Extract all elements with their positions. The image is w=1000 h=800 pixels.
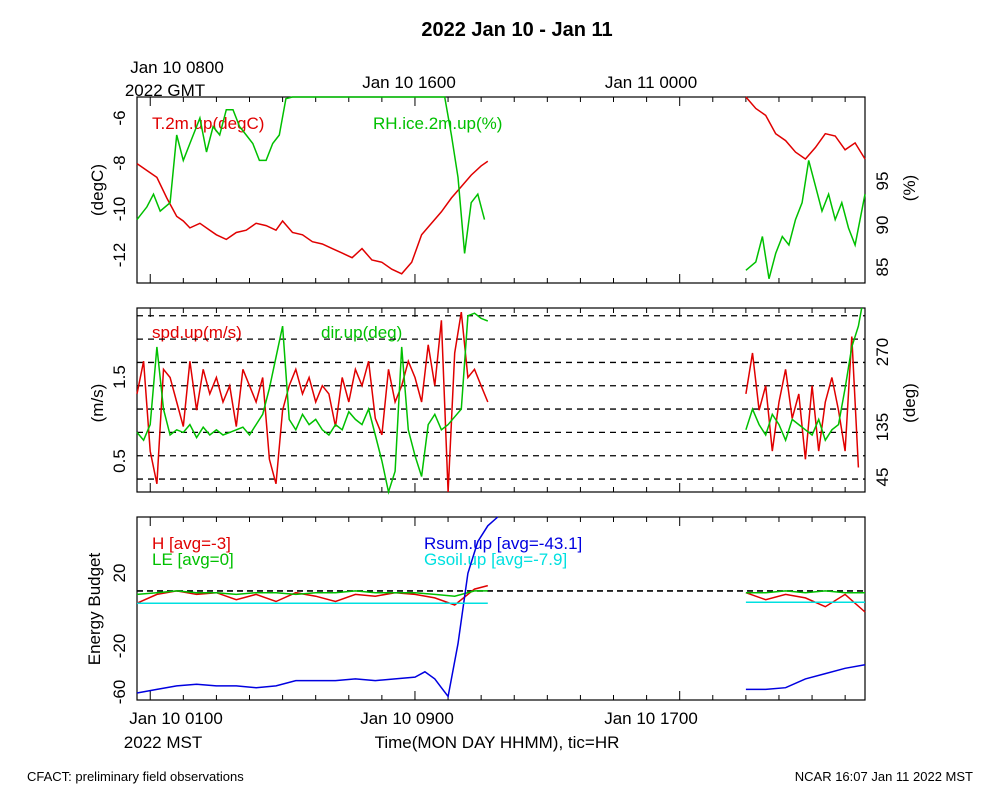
series-0-0-segment-0 [136,160,489,275]
ytick-right-1-0: 95 [873,172,892,191]
ytick-left-3-2: -60 [110,680,129,705]
legend-3-1: LE [avg=0] [152,550,234,569]
series-2-1-segment-0 [136,590,488,597]
ylabel-left-2: (m/s) [88,384,107,423]
legend-2-1: dir.up(deg) [321,323,402,342]
series-0-0-segment-1 [745,96,866,161]
chart-title: 2022 Jan 10 - Jan 11 [421,19,612,41]
footer-left: CFACT: preliminary field observations [27,769,244,784]
series-2-0-segment-0 [136,584,488,606]
ytick-left-1-2: -10 [110,197,129,222]
legend-2-0: spd.up(m/s) [152,323,242,342]
legend-3-3: Gsoil.up [avg=-7.9] [424,550,567,569]
series-1-1-segment-0 [136,312,489,495]
panel-frame-0 [136,96,866,284]
ytick-left-2-0: 1.5 [110,365,129,389]
ytick-left-1-1: -8 [110,155,129,170]
ytick-left-1-0: -6 [110,110,129,125]
series-2-2-segment-0 [136,516,499,699]
top-axis-label-2: Jan 11 0000 [605,73,697,92]
x-axis-title: Time(MON DAY HHMM), tic=HR [375,733,620,752]
ytick-right-2-1: 135 [873,413,892,441]
series-2-1-segment-1 [745,590,865,594]
legend-1-1: RH.ice.2m.up(%) [373,114,502,133]
ylabel-right-1: (%) [900,175,919,201]
plot-layer [136,96,866,701]
ytick-left-1-3: -12 [110,243,129,268]
bottom-axis-label-0: Jan 10 0100 [129,709,223,728]
ytick-right-2-0: 270 [873,338,892,366]
top-axis-label-1: Jan 10 1600 [362,73,456,92]
series-0-1-segment-1 [745,160,866,279]
ytick-left-3-1: -20 [110,634,129,659]
footer-right: NCAR 16:07 Jan 11 2022 MST [795,769,973,784]
panel-wind: (m/s) (deg) 1.5 0.5 270 135 45 spd.up(m/… [88,323,919,486]
panel-frame-2 [136,516,866,701]
series-0-1-segment-0 [136,96,486,254]
ytick-right-1-2: 85 [873,258,892,277]
top-axis-zone: 2022 GMT [125,81,205,100]
bottom-axis-label-2: Jan 10 1700 [604,709,698,728]
ylabel-left-3: Energy Budget [85,552,104,665]
legend-3-0: H [avg=-3] [152,534,231,553]
panel-temperature-humidity: (degC) (%) -6 -8 -10 -12 95 90 85 T.2m.u… [88,110,919,276]
series-1-1-segment-1 [745,307,863,443]
ylabel-left-1: (degC) [88,164,107,216]
legend-3-2: Rsum.up [avg=-43.1] [424,534,582,553]
series-1-0-segment-0 [136,311,489,493]
series-2-0-segment-1 [745,591,866,613]
ytick-right-1-1: 90 [873,216,892,235]
panel-frame-1 [136,307,866,493]
ytick-left-2-1: 0.5 [110,449,129,473]
ytick-right-2-2: 45 [873,468,892,487]
ytick-left-3-0: 20 [110,564,129,583]
top-axis-label-0: Jan 10 0800 [130,58,224,77]
bottom-axis-zone: 2022 MST [124,733,202,752]
series-2-2-segment-1 [745,664,866,691]
bottom-axis-label-1: Jan 10 0900 [360,709,454,728]
legend-1-0: T.2m.up(degC) [152,114,264,133]
ylabel-right-2: (deg) [900,383,919,423]
series-1-0-segment-1 [745,336,860,468]
panel-energy-budget: Energy Budget 20 -20 -60 H [avg=-3] LE [… [85,534,582,704]
